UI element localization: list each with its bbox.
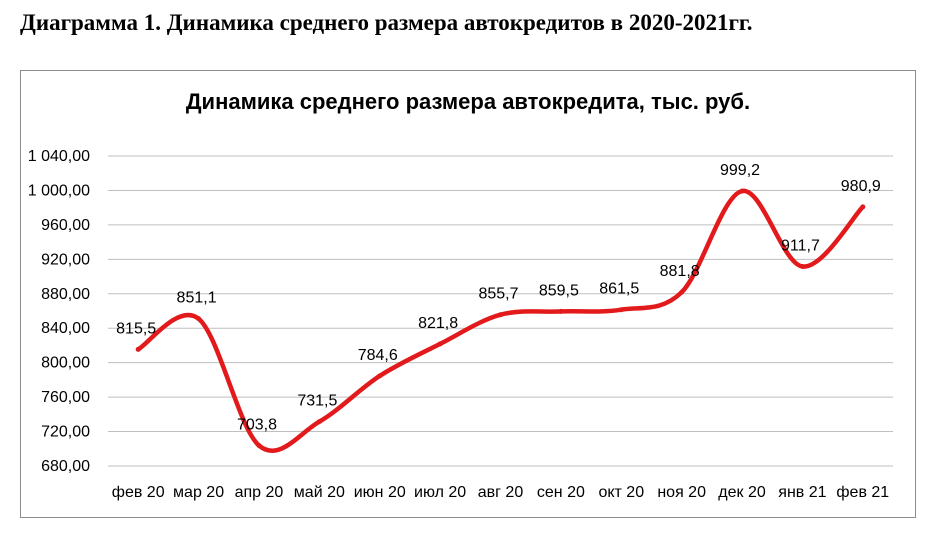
data-label: 731,5 <box>297 393 337 410</box>
y-tick-label: 840,00 <box>41 320 90 337</box>
data-point <box>136 347 141 352</box>
data-point <box>679 290 684 295</box>
y-axis-ticks: 680,00 720,00 760,00 800,00 840,00 880,00 920,… <box>28 148 90 475</box>
gridlines <box>108 156 893 466</box>
data-point <box>196 316 201 321</box>
x-tick-label: июл 20 <box>414 484 466 501</box>
data-point <box>256 443 261 448</box>
x-tick-label: янв 21 <box>778 484 826 501</box>
data-label: 859,5 <box>539 282 579 299</box>
data-point <box>558 309 563 314</box>
x-tick-label: ноя 20 <box>657 484 706 501</box>
x-tick-label: окт 20 <box>598 484 644 501</box>
x-axis-ticks: фев 20 мар 20 апр 20 май 20 июн 20 июл 20 авг … <box>112 484 890 501</box>
y-tick-label: 800,00 <box>41 355 90 372</box>
data-label: 855,7 <box>478 286 518 303</box>
x-tick-label: июн 20 <box>354 484 406 501</box>
data-point <box>860 204 865 209</box>
x-tick-label: апр 20 <box>235 484 284 501</box>
x-tick-label: сен 20 <box>537 484 585 501</box>
y-tick-label: 1 040,00 <box>28 148 90 165</box>
data-point <box>317 419 322 424</box>
data-label: 784,6 <box>358 347 398 364</box>
data-point <box>800 264 805 269</box>
data-label: 999,2 <box>720 162 760 179</box>
data-point <box>740 189 745 194</box>
data-label: 703,8 <box>237 417 277 434</box>
data-label: 980,9 <box>841 178 881 195</box>
data-label: 861,5 <box>599 281 639 298</box>
x-tick-label: май 20 <box>294 484 345 501</box>
data-point <box>498 312 503 317</box>
x-tick-label: фев 21 <box>836 484 889 501</box>
data-label: 911,7 <box>781 237 820 254</box>
y-tick-label: 880,00 <box>41 286 90 303</box>
x-tick-label: фев 20 <box>112 484 165 501</box>
y-tick-label: 920,00 <box>41 251 90 268</box>
y-tick-label: 760,00 <box>41 389 90 406</box>
data-label: 815,5 <box>116 320 156 337</box>
series-group <box>136 189 866 451</box>
chart-title: Динамика среднего размера автокредита, т… <box>186 89 750 114</box>
series-line <box>138 191 863 451</box>
x-tick-label: авг 20 <box>478 484 524 501</box>
data-point <box>619 307 624 312</box>
x-tick-label: мар 20 <box>173 484 224 501</box>
data-label: 881,8 <box>660 263 700 280</box>
data-label: 821,8 <box>418 315 458 332</box>
data-label: 851,1 <box>177 290 217 307</box>
y-tick-label: 680,00 <box>41 458 90 475</box>
data-point <box>438 341 443 346</box>
data-point <box>377 373 382 378</box>
y-tick-label: 720,00 <box>41 424 90 441</box>
x-tick-label: дек 20 <box>718 484 766 501</box>
y-tick-label: 960,00 <box>41 217 90 234</box>
y-tick-label: 1 000,00 <box>28 182 90 199</box>
